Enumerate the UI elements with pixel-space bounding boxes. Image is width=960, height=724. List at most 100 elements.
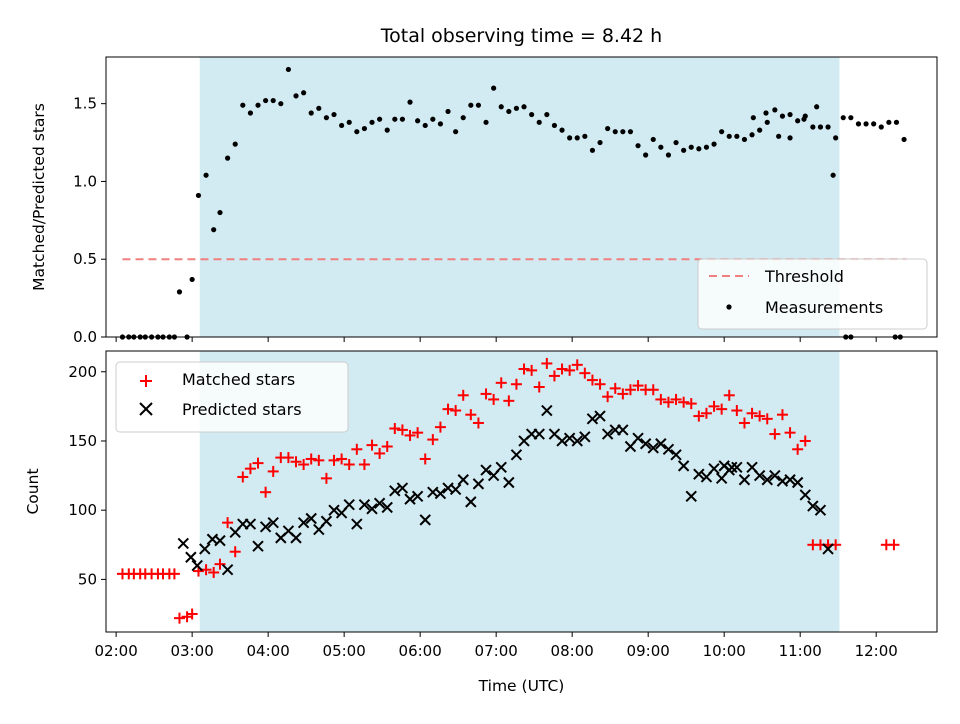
predicted-star-point	[396, 482, 409, 494]
matched-star-point	[495, 377, 507, 389]
predicted-star-point	[647, 442, 659, 454]
matched-star-point	[792, 443, 804, 455]
matched-star-point	[186, 608, 198, 620]
predicted-star-point	[814, 504, 827, 516]
measurement-point	[247, 110, 254, 116]
matched-star-point	[670, 393, 682, 405]
measurement-point	[612, 129, 618, 135]
matched-star-point	[351, 443, 363, 455]
measurement-point	[833, 135, 839, 141]
predicted-star-point	[343, 498, 355, 511]
predicted-star-point	[579, 431, 591, 443]
predicted-star-point	[503, 476, 515, 489]
predicted-star-point	[404, 493, 416, 505]
measurement-point	[468, 102, 474, 108]
predicted-star-point	[586, 413, 599, 425]
predicted-star-point	[457, 474, 469, 486]
measurement-point	[415, 118, 421, 124]
measurement-point	[377, 116, 383, 122]
matched-star-point	[222, 517, 234, 529]
predicted-star-point	[753, 469, 766, 482]
measurement-point	[323, 115, 330, 121]
measurement-point	[240, 102, 246, 108]
matched-star-point	[328, 454, 340, 466]
matched-star-point	[427, 434, 439, 446]
measurement-point	[195, 192, 202, 199]
measurement-point	[901, 136, 907, 143]
matched-star-point	[731, 405, 743, 417]
measurement-point	[203, 172, 209, 178]
measurement-point	[779, 113, 786, 119]
top-y-ticks: 0.0 0.5 1.0 1.5	[73, 95, 106, 346]
matched-star-point	[442, 403, 454, 415]
matched-star-point	[746, 407, 758, 419]
predicted-star-point	[290, 532, 302, 544]
measurement-point	[776, 133, 782, 139]
legend-matched-swatch	[140, 375, 152, 387]
measurement-point	[787, 135, 793, 141]
predicted-star-point	[693, 468, 705, 480]
predicted-star-point	[791, 476, 804, 489]
predicted-star-point	[632, 432, 644, 444]
matched-star-point	[754, 410, 766, 422]
matched-star-point	[888, 539, 900, 551]
predicted-star-point	[389, 485, 401, 497]
predicted-star-point	[807, 500, 819, 512]
chart-title: Total observing time = 8.42 h	[380, 25, 662, 47]
matched-star-point	[214, 558, 226, 570]
matched-star-point	[579, 367, 591, 379]
matched-star-point	[229, 546, 241, 558]
measurement-point	[567, 135, 573, 141]
bottom-legend-box	[115, 361, 349, 433]
measurement-point	[643, 152, 649, 158]
matched-star-point	[366, 439, 378, 451]
matched-star-point	[173, 612, 185, 624]
matched-star-point	[571, 359, 583, 371]
matched-star-point	[181, 611, 193, 623]
matched-star-point	[389, 423, 401, 435]
x-tick-label: 07:00	[475, 642, 518, 660]
matched-star-point	[244, 463, 256, 475]
predicted-star-point	[677, 460, 690, 472]
predicted-star-point	[449, 483, 462, 496]
measurement-point	[855, 121, 862, 127]
matched-star-point	[381, 441, 393, 453]
measurement-point	[422, 122, 428, 129]
measurement-point	[764, 119, 770, 125]
matched-star-point	[168, 568, 180, 580]
measurement-point	[635, 143, 641, 149]
predicted-star-point	[594, 410, 606, 422]
matched-star-point	[290, 456, 302, 468]
legend-measurements-label: Measurements	[765, 298, 883, 317]
matched-star-point	[320, 472, 332, 484]
predicted-star-point	[533, 428, 545, 440]
y-tick-label: 50	[78, 570, 97, 588]
bottom-y-ticks: 50 100 150 200	[68, 363, 106, 588]
matched-star-point	[662, 396, 674, 408]
measurement-point	[814, 104, 820, 110]
predicted-star-point	[472, 478, 485, 490]
measurement-point	[650, 136, 656, 143]
measurement-point	[886, 119, 892, 125]
measurement-point	[211, 227, 217, 233]
matched-star-point	[716, 403, 728, 415]
matched-star-point	[298, 459, 310, 471]
matched-star-point	[313, 454, 325, 466]
matched-star-point	[336, 453, 348, 465]
measurement-point	[750, 115, 756, 121]
predicted-star-point	[411, 490, 424, 503]
predicted-star-point	[726, 461, 738, 473]
measurement-point	[830, 172, 836, 178]
matched-star-point	[624, 384, 636, 396]
x-tick-label: 04:00	[247, 642, 290, 660]
measurement-point	[176, 289, 183, 295]
measurement-point	[339, 122, 345, 129]
measurement-point	[293, 93, 299, 99]
matched-star-point	[769, 428, 781, 440]
x-axis-label: Time (UTC)	[478, 677, 565, 695]
predicted-star-point	[366, 503, 378, 515]
legend-measurements-swatch	[726, 304, 732, 310]
x-tick-label: 09:00	[627, 642, 670, 660]
matched-star-point	[776, 409, 788, 421]
y-tick-label: 0.5	[73, 250, 97, 268]
